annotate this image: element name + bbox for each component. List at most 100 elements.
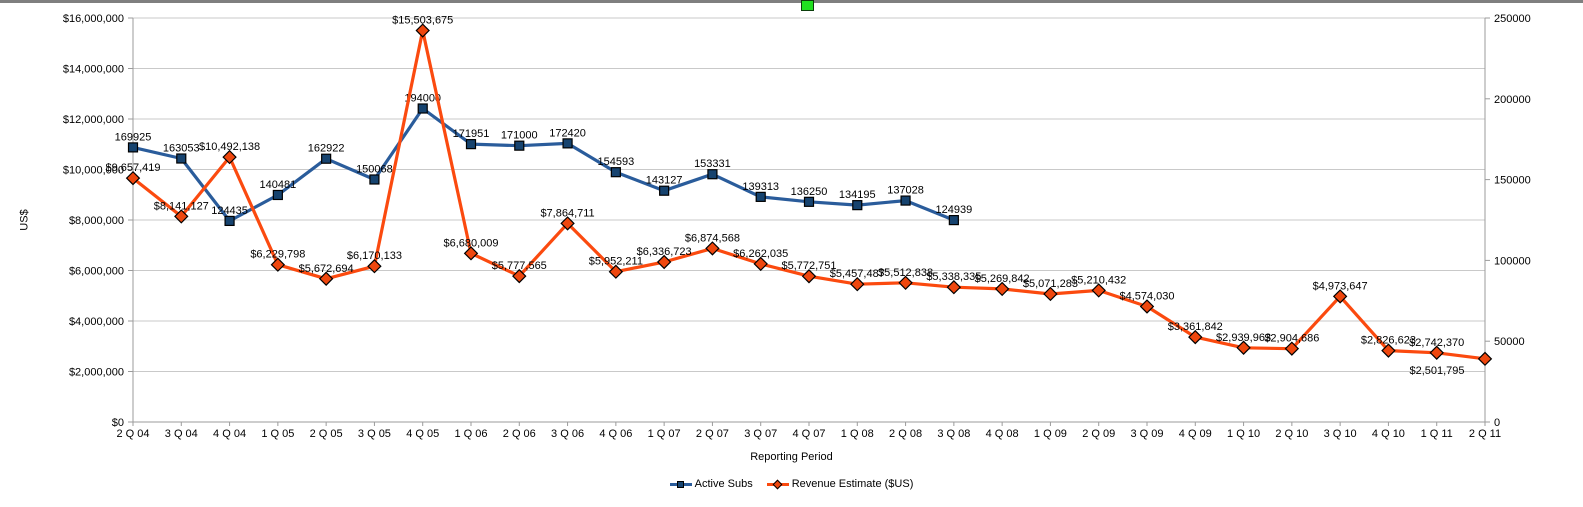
x-axis-tick-label: 4 Q 09: [1179, 428, 1212, 440]
data-point-marker: [1429, 345, 1444, 360]
data-label: 171951: [453, 128, 490, 140]
right-axis-tick-label: 150000: [1494, 175, 1531, 187]
data-point-marker: [1332, 289, 1348, 304]
data-label: $5,457,487: [830, 268, 885, 280]
x-axis-tick-label: 2 Q 05: [310, 428, 343, 440]
left-axis-tick-label: $2,000,000: [69, 367, 124, 379]
right-axis-tick-label: 250000: [1494, 13, 1531, 25]
data-label: 171000: [501, 130, 538, 142]
data-point-marker: [1091, 283, 1106, 298]
data-label: 172420: [549, 127, 586, 139]
data-label: $5,772,751: [781, 260, 836, 272]
data-point-marker: [707, 169, 718, 180]
x-axis-tick-label: 2 Q 04: [116, 428, 149, 440]
data-label: 153331: [694, 158, 731, 170]
data-point-marker: [1236, 340, 1251, 355]
data-point-marker: [1284, 341, 1300, 356]
data-label: $10,492,138: [199, 141, 260, 153]
x-axis-tick-label: 2 Q 11: [1469, 428, 1501, 440]
data-label: $9,657,419: [105, 162, 160, 174]
data-point-marker: [900, 195, 911, 206]
data-label: 169925: [115, 131, 152, 143]
x-axis-tick-label: 1 Q 05: [261, 428, 294, 440]
data-point-marker: [1188, 329, 1203, 345]
data-label: 154593: [597, 156, 634, 168]
data-point-marker: [224, 215, 235, 227]
legend-item-active-subs[interactable]: Active Subs: [669, 478, 753, 490]
data-label: $2,826,623: [1361, 335, 1416, 347]
data-label: $5,071,283: [1023, 278, 1078, 290]
left-axis-tick-label: $0: [112, 417, 124, 429]
data-point-marker: [801, 269, 817, 284]
x-axis-tick-label: 2 Q 07: [696, 428, 729, 440]
data-point-marker: [948, 214, 959, 226]
data-label: $5,952,211: [589, 256, 643, 268]
data-point-marker: [367, 258, 382, 274]
x-axis-tick-label: 4 Q 04: [213, 428, 246, 440]
data-label: $5,338,335: [926, 271, 981, 283]
data-label: $2,742,370: [1409, 337, 1464, 349]
chart-resize-handle[interactable]: [801, 0, 814, 11]
x-axis-tick-label: 4 Q 10: [1372, 428, 1405, 440]
data-point-marker: [465, 139, 477, 150]
data-label: $2,904,686: [1264, 333, 1319, 345]
data-label: $5,210,432: [1071, 274, 1126, 286]
data-point-marker: [898, 275, 913, 291]
x-axis-tick-label: 1 Q 11: [1421, 428, 1453, 440]
data-point-marker: [608, 264, 624, 279]
x-axis-tick-label: 1 Q 10: [1227, 428, 1260, 440]
data-label: $5,269,842: [975, 273, 1030, 285]
data-label: $6,170,133: [347, 250, 402, 262]
x-axis-tick-label: 4 Q 07: [792, 428, 825, 440]
data-point-marker: [562, 138, 573, 149]
right-axis-tick-label: 50000: [1494, 336, 1525, 348]
data-point-marker: [369, 174, 380, 185]
data-label: $6,336,723: [637, 246, 692, 258]
data-label: $6,680,009: [443, 237, 498, 249]
data-label: $5,672,694: [299, 263, 354, 275]
legend-item-revenue-estimate[interactable]: Revenue Estimate ($US): [766, 478, 913, 490]
left-axis-tick-label: $6,000,000: [69, 266, 124, 278]
right-axis-title-wrap: Active Player Number: [1540, 166, 1583, 178]
left-axis-tick-label: $16,000,000: [63, 13, 124, 25]
left-axis-tick-label: $4,000,000: [69, 316, 124, 328]
data-point-marker: [176, 153, 187, 164]
data-label: $6,229,798: [250, 249, 305, 261]
data-point-marker: [272, 189, 283, 201]
data-point-marker: [803, 196, 815, 207]
data-point-marker: [512, 268, 527, 284]
right-axis-tick-label: 200000: [1494, 94, 1531, 106]
x-axis-tick-label: 3 Q 08: [937, 428, 970, 440]
data-point-marker: [125, 170, 141, 186]
right-axis-tick-label: 0: [1494, 417, 1500, 429]
data-label: 150068: [356, 163, 393, 175]
data-label: $15,503,675: [392, 15, 453, 27]
data-label: 124939: [935, 204, 972, 216]
data-point-marker: [318, 271, 334, 286]
data-label: 163053: [163, 143, 200, 155]
data-label: 194000: [404, 92, 441, 104]
data-label: 140481: [259, 179, 296, 191]
data-point-marker: [1139, 299, 1155, 314]
x-axis-title: Reporting Period: [750, 451, 833, 463]
x-axis-tick-label: 2 Q 08: [889, 428, 922, 440]
x-axis-tick-label: 1 Q 06: [454, 428, 487, 440]
data-point-marker: [415, 23, 430, 38]
chart-legend: Active Subs Revenue Estimate ($US): [0, 478, 1583, 490]
left-axis-tick-label: $14,000,000: [63, 64, 124, 76]
data-label: 137028: [887, 185, 924, 197]
x-axis-tick-label: 1 Q 08: [841, 428, 874, 440]
x-axis-tick-label: 2 Q 09: [1082, 428, 1115, 440]
data-label: $4,973,647: [1313, 280, 1368, 292]
data-point-marker: [222, 149, 237, 165]
data-label: $6,874,568: [685, 232, 740, 244]
x-axis-tick-label: 1 Q 09: [1034, 428, 1067, 440]
data-label: $2,939,963: [1216, 332, 1271, 344]
data-point-marker: [610, 167, 621, 178]
x-axis-tick-label: 3 Q 07: [744, 428, 777, 440]
data-point-marker: [1043, 286, 1058, 302]
x-axis-tick-label: 3 Q 05: [358, 428, 391, 440]
data-point-marker: [852, 200, 863, 211]
data-label: 124435: [211, 205, 248, 217]
data-label: $5,512,838: [878, 267, 933, 279]
